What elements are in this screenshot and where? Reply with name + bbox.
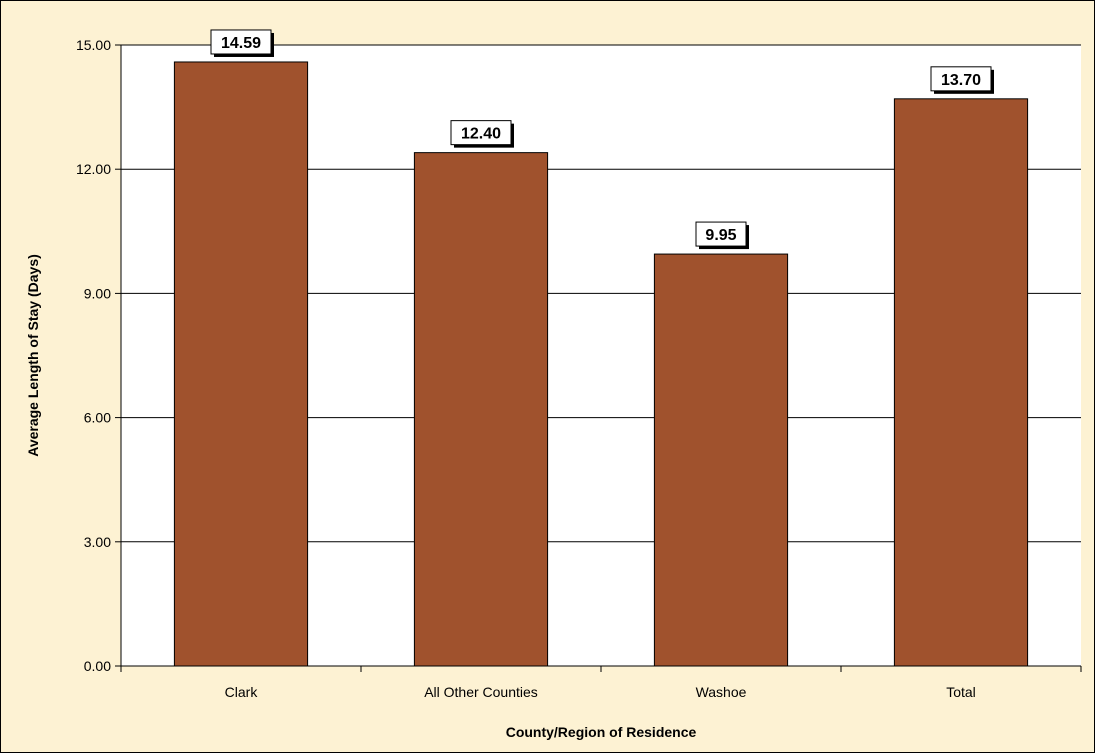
data-label: 9.95: [705, 227, 736, 244]
data-label: 12.40: [461, 126, 501, 143]
bar-washoe: [654, 254, 787, 666]
x-tick-labels: Clark All Other Counties Washoe Total: [225, 684, 976, 700]
y-tick-label: 0.00: [84, 658, 111, 674]
x-tick-label: Total: [946, 684, 976, 700]
bar-all-other-counties: [414, 153, 547, 666]
y-tick-labels: 0.00 3.00 6.00 9.00 12.00 15.00: [76, 37, 111, 674]
x-tick-label: Clark: [225, 684, 259, 700]
x-tick-label: All Other Counties: [424, 684, 538, 700]
y-tick-label: 9.00: [84, 285, 111, 301]
data-label: 14.59: [221, 35, 261, 52]
y-tick-label: 15.00: [76, 37, 111, 53]
data-label: 13.70: [941, 72, 981, 89]
y-tick-label: 6.00: [84, 410, 111, 426]
bar-total: [894, 99, 1027, 666]
bar-clark: [174, 62, 307, 666]
y-tick-label: 12.00: [76, 161, 111, 177]
y-tick-label: 3.00: [84, 534, 111, 550]
y-axis-title: Average Length of Stay (Days): [25, 254, 41, 457]
x-tick-label: Washoe: [696, 684, 747, 700]
x-axis-title: County/Region of Residence: [506, 724, 697, 740]
